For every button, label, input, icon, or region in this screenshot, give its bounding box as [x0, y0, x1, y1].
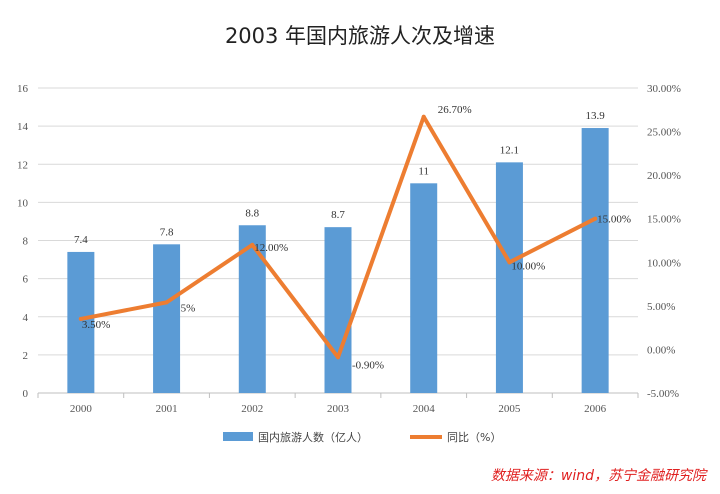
- bar-value-label: 8.8: [245, 207, 259, 219]
- line-point: [507, 260, 512, 265]
- chart-title: 2003 年国内旅游人次及增速: [224, 24, 496, 48]
- y-left-tick-label: 12: [17, 159, 28, 171]
- bar-series: [67, 128, 609, 393]
- y-left-tick-label: 2: [23, 350, 29, 362]
- y-left-tick-label: 6: [23, 274, 29, 286]
- bar-value-label: 7.8: [160, 226, 174, 238]
- legend-line-label: 同比（%）: [447, 431, 501, 444]
- x-tick-label: 2000: [70, 403, 93, 415]
- x-tick-label: 2005: [498, 403, 521, 415]
- bar-value-label: 11: [418, 165, 429, 177]
- line-point: [164, 300, 169, 305]
- y-left-tick-label: 14: [17, 121, 29, 133]
- line-value-label: 10.00%: [511, 260, 545, 272]
- legend: 国内旅游人数（亿人） 同比（%）: [223, 430, 501, 444]
- line-point: [421, 114, 426, 119]
- line-value-label: 15.00%: [597, 214, 631, 226]
- y-left-tick-label: 0: [23, 388, 29, 400]
- legend-bar-swatch: [223, 432, 253, 441]
- data-labels: 7.4 7.8 8.8 8.7 11 12.1 13.9 3.50% 5% 12.00% -0.90…: [74, 104, 631, 372]
- line-series: [78, 114, 598, 360]
- line-value-label: 26.70%: [438, 104, 472, 116]
- x-tick-label: 2001: [156, 403, 178, 415]
- y-right-tick-label: 30.00%: [647, 83, 681, 95]
- x-tick-label: 2004: [413, 403, 436, 415]
- y-right-tick-label: 25.00%: [647, 127, 681, 139]
- line-value-label: -0.90%: [352, 359, 384, 371]
- bar: [324, 227, 352, 393]
- y-right-tick-label: -5.00%: [647, 388, 679, 400]
- source-note: 数据来源：wind，苏宁金融研究院: [490, 468, 706, 484]
- bar: [410, 183, 438, 393]
- y-right-tick-label: 5.00%: [647, 301, 675, 313]
- line-point: [78, 316, 83, 321]
- y-left-tick-label: 8: [23, 236, 29, 248]
- line-point: [593, 216, 598, 221]
- legend-bar-label: 国内旅游人数（亿人）: [258, 430, 368, 444]
- x-tick-label: 2006: [584, 403, 607, 415]
- y-left-tick-label: 10: [17, 197, 29, 209]
- line-value-label: 5%: [181, 302, 196, 314]
- x-tick-label: 2003: [327, 403, 350, 415]
- bar: [153, 244, 181, 393]
- y-right-tick-label: 15.00%: [647, 214, 681, 226]
- bar-value-label: 7.4: [74, 234, 88, 246]
- bar-value-label: 8.7: [331, 209, 345, 221]
- bar: [495, 162, 523, 393]
- bar: [67, 251, 95, 393]
- line-value-label: 3.50%: [82, 319, 110, 331]
- y-left-tick-label: 4: [23, 312, 29, 324]
- bar: [581, 128, 609, 393]
- bar-value-label: 12.1: [500, 144, 519, 156]
- y-right-tick-label: 0.00%: [647, 344, 675, 356]
- line-value-label: 12.00%: [254, 242, 288, 254]
- x-tick-label: 2002: [241, 403, 263, 415]
- line-point: [250, 242, 255, 247]
- y-right-tick-label: 20.00%: [647, 170, 681, 182]
- axes: 0 2 4 6 8 10 12 14 16 -5.00% 0.00% 5.00% 10.00% 15.00…: [17, 83, 681, 415]
- y-right-tick-label: 10.00%: [647, 257, 681, 269]
- bar-value-label: 13.9: [586, 110, 606, 122]
- y-left-tick-label: 16: [17, 83, 29, 95]
- line-point: [336, 355, 340, 360]
